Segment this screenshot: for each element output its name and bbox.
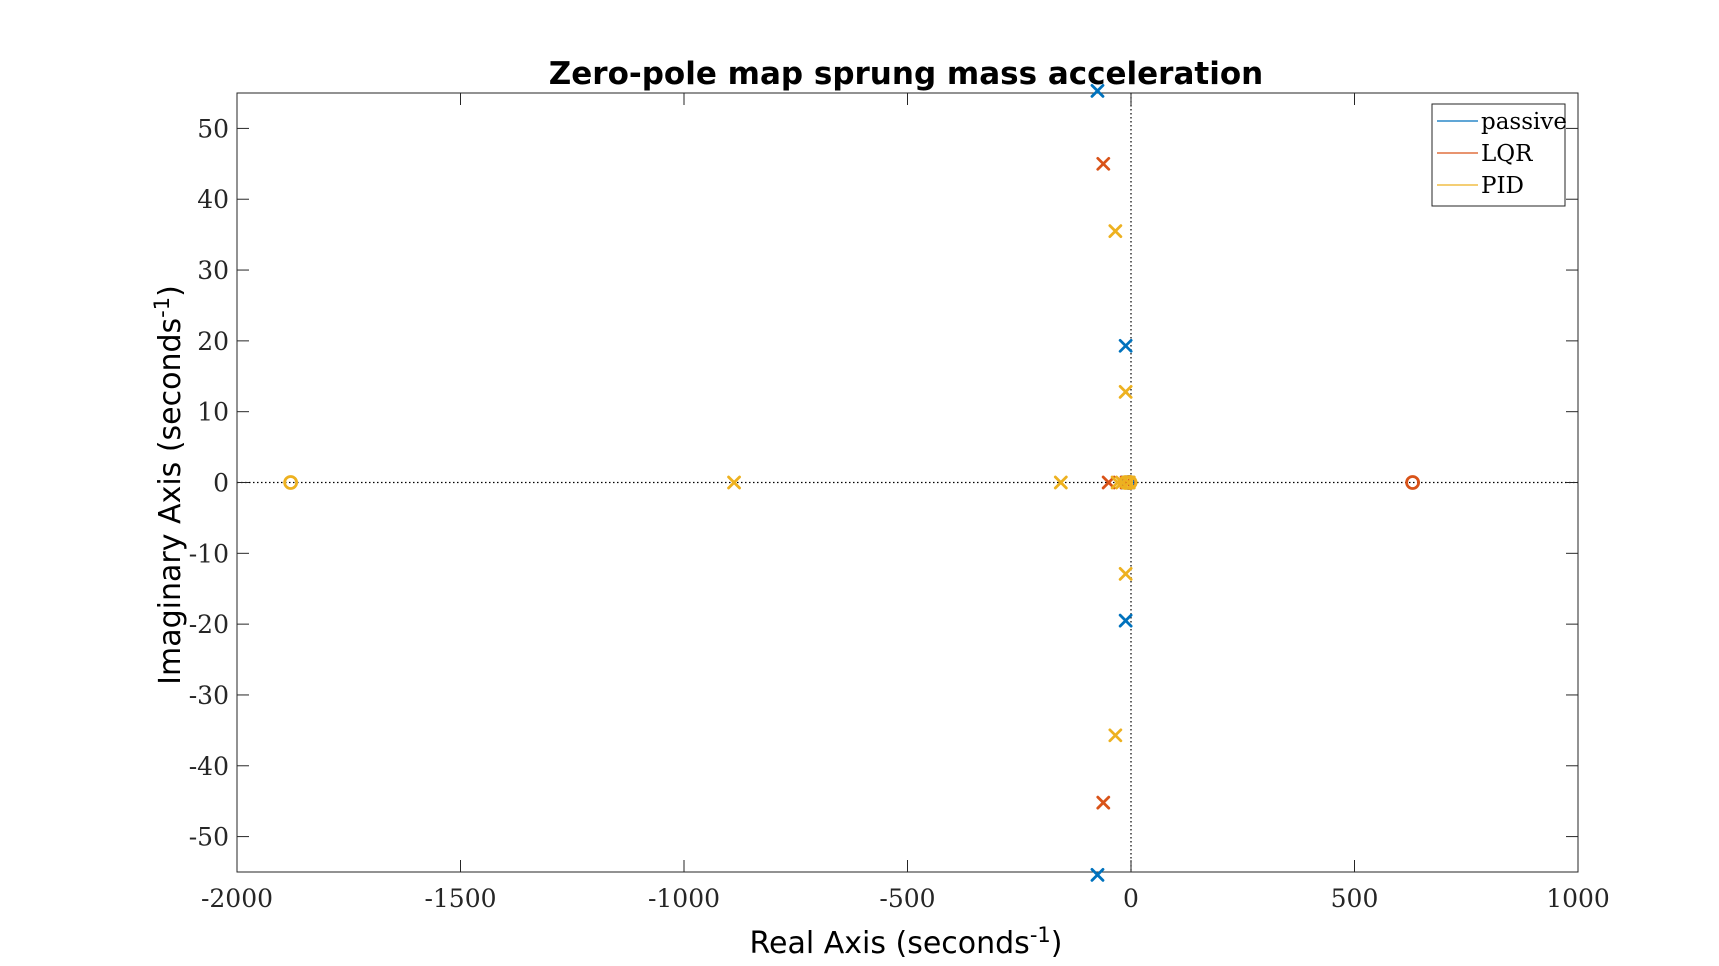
y-tick-label: -50 (189, 823, 229, 852)
y-tick-label: -40 (189, 752, 229, 781)
y-tick-label: 30 (197, 256, 229, 285)
legend-label-lqr: LQR (1481, 141, 1533, 167)
pole-zero-markers (283, 83, 1421, 882)
zero-marker (1118, 475, 1134, 490)
x-tick-label: 1000 (1546, 884, 1610, 913)
pole-marker (727, 475, 741, 490)
x-tick-label: -1000 (648, 884, 720, 913)
zero-marker (1122, 475, 1138, 490)
legend-label-passive: passive (1481, 109, 1567, 135)
zero-marker (283, 475, 299, 490)
x-axis-label: Real Axis (seconds-1) (750, 923, 1063, 961)
axis-ticks: -2000 -1500 -1000 -500 0 500 1000 50 40 30 20 10 0 -1… (189, 93, 1610, 913)
x-tick-label: -2000 (201, 884, 273, 913)
x-tick-label: -1500 (424, 884, 496, 913)
pole-marker (1118, 338, 1133, 353)
y-tick-label: 10 (197, 398, 229, 427)
x-tick-label: 500 (1331, 884, 1379, 913)
y-tick-label: 20 (197, 327, 229, 356)
pole-marker (1108, 224, 1123, 238)
x-axis-label-superscript: -1 (1030, 923, 1051, 947)
x-axis-label-text: Real Axis (seconds (750, 926, 1030, 961)
pole-marker (1118, 384, 1133, 399)
pole-marker (1110, 475, 1125, 490)
pole-marker (1096, 156, 1111, 171)
y-tick-label: 50 (197, 114, 229, 143)
y-tick-label: 40 (197, 185, 229, 214)
pole-marker (1090, 867, 1105, 882)
x-tick-label: 0 (1123, 884, 1139, 913)
y-axis-label-text: Imaginary Axis (seconds (153, 318, 188, 685)
series-pid (283, 224, 1138, 743)
x-axis-label-close: ) (1051, 926, 1063, 961)
y-tick-label: 0 (213, 469, 229, 498)
pole-marker (1108, 728, 1123, 743)
pole-marker (1053, 475, 1068, 490)
x-tick-label: -500 (879, 884, 935, 913)
y-tick-label: -30 (189, 681, 229, 710)
pole-marker (1090, 83, 1105, 98)
pole-marker (1118, 613, 1133, 628)
y-axis-label-close: ) (153, 285, 188, 297)
pole-marker (1096, 795, 1111, 810)
y-tick-label: -10 (189, 539, 229, 568)
chart-title: Zero-pole map sprung mass acceleration (549, 56, 1263, 92)
legend: passive LQR PID (1431, 103, 1567, 207)
zero-marker (1405, 475, 1421, 490)
y-axis-label-superscript: -1 (150, 297, 174, 318)
y-axis-label: Imaginary Axis (seconds-1) (150, 285, 188, 685)
legend-label-pid: PID (1481, 173, 1524, 199)
pole-marker (1121, 475, 1136, 490)
pole-marker (1118, 566, 1133, 581)
y-tick-label: -20 (189, 610, 229, 639)
